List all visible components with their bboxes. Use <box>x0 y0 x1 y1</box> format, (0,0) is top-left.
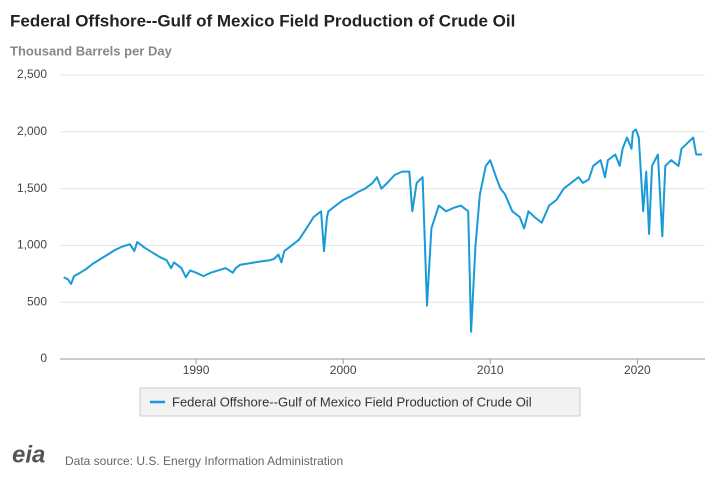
legend-box <box>139 387 581 417</box>
x-tick-label: 2000 <box>330 363 357 377</box>
chart-title: Federal Offshore--Gulf of Mexico Field P… <box>10 11 515 30</box>
x-tick-label: 2020 <box>624 363 651 377</box>
logo: eia <box>12 441 45 468</box>
data-line <box>63 128 703 333</box>
x-tick-label: 1990 <box>183 363 210 377</box>
y-tick-label: 2,500 <box>17 67 47 81</box>
y-tick-label: 2,000 <box>17 124 47 138</box>
y-tick-label: 0 <box>40 351 47 365</box>
y-axis-title: Thousand Barrels per Day <box>10 43 173 58</box>
y-tick-label: 1,000 <box>17 238 47 252</box>
y-tick-label: 500 <box>27 294 47 308</box>
x-tick-label: 2010 <box>477 363 504 377</box>
legend-label: Federal Offshore--Gulf of Mexico Field P… <box>172 394 532 409</box>
source: Data source: U.S. Energy Information Adm… <box>65 454 343 468</box>
y-tick-label: 1,500 <box>17 181 47 195</box>
